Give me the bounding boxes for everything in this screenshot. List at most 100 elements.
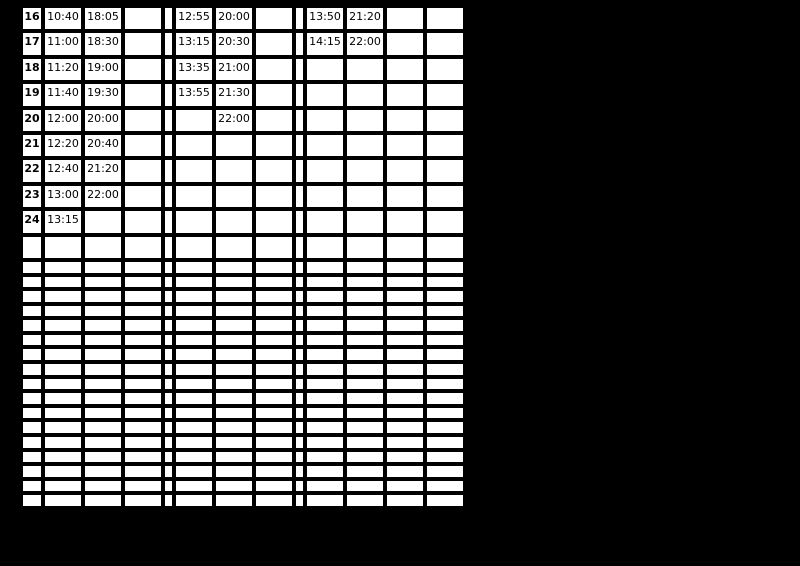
time-cell <box>307 236 343 258</box>
time-cell <box>307 58 343 81</box>
time-cell <box>176 185 212 208</box>
separator-cell <box>165 320 172 331</box>
time-cell <box>347 437 383 448</box>
time-cell <box>125 480 161 492</box>
row-number-cell: 22 <box>23 160 41 182</box>
time-cell <box>256 261 292 273</box>
time-cell: 12:00 <box>45 109 81 131</box>
time-cell: 12:40 <box>45 160 81 182</box>
separator-cell <box>165 291 172 302</box>
separator-cell <box>296 451 303 463</box>
separator-cell <box>296 134 303 157</box>
time-cell <box>125 291 161 302</box>
row-number-cell <box>23 334 41 346</box>
time-cell <box>307 334 343 346</box>
time-cell <box>307 437 343 448</box>
row-number-cell: 23 <box>23 185 41 208</box>
separator-cell <box>296 261 303 273</box>
separator-cell <box>296 407 303 419</box>
time-cell <box>256 320 292 331</box>
time-cell <box>427 160 463 182</box>
time-cell <box>307 134 343 157</box>
separator-cell <box>165 236 172 258</box>
time-cell <box>307 378 343 390</box>
time-cell <box>125 334 161 346</box>
time-cell <box>387 236 423 258</box>
time-cell <box>307 364 343 375</box>
separator-cell <box>296 320 303 331</box>
time-cell: 22:00 <box>216 109 252 131</box>
time-cell <box>427 276 463 288</box>
separator-cell <box>296 422 303 434</box>
time-cell <box>125 437 161 448</box>
time-cell <box>347 495 383 506</box>
time-cell <box>387 495 423 506</box>
time-cell <box>85 349 121 361</box>
time-cell <box>307 84 343 106</box>
time-cell <box>85 334 121 346</box>
time-cell <box>427 84 463 106</box>
row-number-cell <box>23 261 41 273</box>
time-cell <box>387 451 423 463</box>
separator-cell <box>165 276 172 288</box>
separator-cell <box>296 236 303 258</box>
time-cell <box>85 495 121 506</box>
time-cell <box>85 466 121 477</box>
separator-cell <box>165 437 172 448</box>
time-cell <box>176 466 212 477</box>
time-cell <box>256 393 292 404</box>
time-cell <box>85 305 121 317</box>
time-cell <box>307 160 343 182</box>
separator-cell <box>296 109 303 131</box>
time-cell <box>427 320 463 331</box>
row-number-cell <box>23 320 41 331</box>
time-cell <box>45 305 81 317</box>
row-number-cell <box>23 407 41 419</box>
time-cell <box>125 236 161 258</box>
row-number-cell: 21 <box>23 134 41 157</box>
time-cell <box>125 261 161 273</box>
separator-cell <box>165 160 172 182</box>
time-cell <box>85 276 121 288</box>
time-cell <box>307 320 343 331</box>
time-cell <box>176 134 212 157</box>
time-cell <box>427 466 463 477</box>
time-cell <box>256 291 292 302</box>
time-cell: 13:15 <box>45 211 81 233</box>
time-cell <box>176 291 212 302</box>
time-cell: 19:00 <box>85 58 121 81</box>
separator-cell <box>165 305 172 317</box>
time-cell: 21:30 <box>216 84 252 106</box>
time-cell <box>256 349 292 361</box>
separator-cell <box>296 305 303 317</box>
separator-cell <box>165 466 172 477</box>
time-cell <box>176 160 212 182</box>
row-number-cell <box>23 364 41 375</box>
time-cell <box>387 185 423 208</box>
time-cell <box>176 320 212 331</box>
time-cell <box>125 466 161 477</box>
time-cell <box>427 451 463 463</box>
time-cell <box>427 33 463 55</box>
time-cell <box>125 276 161 288</box>
separator-cell <box>296 437 303 448</box>
time-cell <box>125 8 161 30</box>
row-number-cell: 19 <box>23 84 41 106</box>
time-cell: 18:05 <box>85 8 121 30</box>
separator-cell <box>165 8 172 30</box>
time-cell <box>427 185 463 208</box>
time-cell <box>256 33 292 55</box>
row-number-cell <box>23 276 41 288</box>
time-cell <box>347 84 383 106</box>
separator-cell <box>165 84 172 106</box>
time-cell <box>307 349 343 361</box>
time-cell <box>216 334 252 346</box>
time-cell: 13:15 <box>176 33 212 55</box>
time-cell <box>427 261 463 273</box>
time-cell: 19:30 <box>85 84 121 106</box>
time-cell <box>85 480 121 492</box>
time-cell <box>216 422 252 434</box>
time-cell <box>347 393 383 404</box>
time-cell <box>176 378 212 390</box>
row-number-cell <box>23 236 41 258</box>
